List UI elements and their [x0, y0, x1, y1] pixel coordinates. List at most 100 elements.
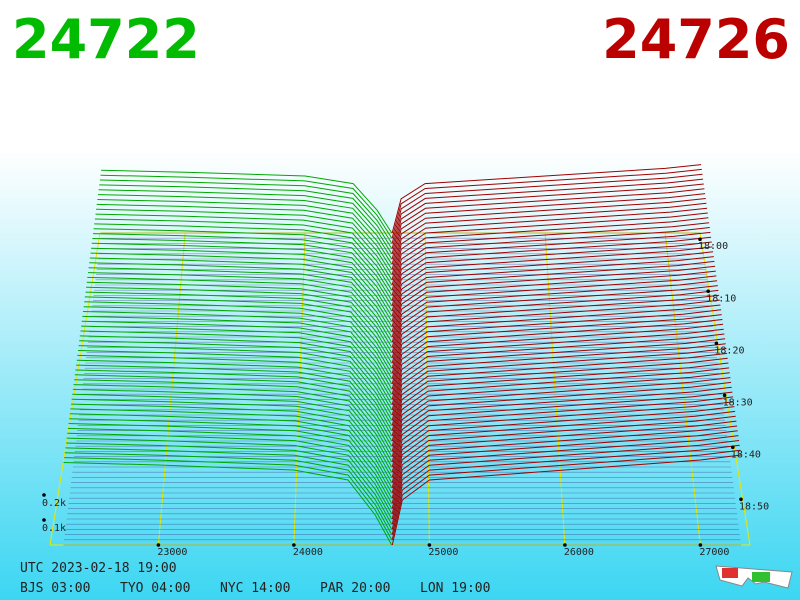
depth-line [391, 188, 705, 260]
depth-line [92, 233, 393, 301]
depth-line [391, 357, 728, 442]
depth-line [391, 386, 732, 473]
y-tick-label: 0.2k [42, 498, 66, 509]
depth-line [391, 396, 734, 483]
frame [699, 232, 751, 546]
depth-line [391, 338, 726, 421]
depth-line [69, 413, 393, 494]
depth-line [100, 174, 393, 239]
depth-line [391, 328, 724, 410]
time-tick-label: 18:10 [706, 293, 736, 304]
depth-line [69, 418, 393, 499]
depth-line [391, 241, 712, 317]
plot: 23000 24000 25000 26000 27000 0.1k 0.2k 18:00 18… [42, 164, 769, 558]
depth-line [91, 247, 393, 317]
depth-line [391, 260, 715, 338]
depth-line [391, 410, 736, 499]
time-tick-label: 18:30 [723, 397, 753, 408]
depth-line [391, 449, 741, 540]
depth-line [391, 401, 734, 488]
depth-line [391, 207, 708, 280]
depth-line [391, 352, 728, 436]
depth-line [91, 242, 393, 312]
depth-line [74, 379, 393, 457]
depth-line [79, 335, 393, 411]
depth-line [90, 252, 393, 322]
depth-line [82, 315, 393, 390]
depth-line [66, 437, 393, 520]
x-tick-label: 25000 [428, 547, 458, 558]
depth-line [391, 217, 709, 291]
depth-line [391, 420, 737, 509]
depth-line [81, 320, 393, 395]
time-zone: LON 19:00 [420, 581, 490, 596]
depth-line [391, 193, 706, 265]
depth-line [81, 325, 393, 400]
depth-line [391, 323, 724, 405]
depth-line [76, 364, 393, 442]
depth-line [76, 359, 393, 437]
depth-line [63, 462, 393, 546]
depth-line [72, 388, 393, 468]
y-tick-dot [42, 493, 46, 497]
depth-line [391, 309, 722, 390]
depth-line [86, 281, 393, 353]
time-tick-dot [739, 497, 743, 502]
glasses [715, 565, 793, 589]
depth-line [92, 238, 393, 307]
depth-line [86, 286, 393, 359]
x-tick-label: 26000 [564, 547, 594, 558]
depth-line [391, 381, 732, 468]
depth-line [391, 391, 733, 478]
depth-line [391, 367, 730, 452]
depth-line [94, 223, 393, 291]
depth-line [391, 251, 714, 327]
depth-line [391, 377, 731, 462]
time-tick-label: 18:50 [739, 501, 769, 512]
depth-line [391, 183, 704, 254]
depth-line [391, 168, 702, 239]
depth-line [77, 350, 393, 426]
time-tick-label: 18:40 [731, 449, 761, 460]
time-tick-dot [731, 445, 735, 450]
depth-line [391, 275, 717, 353]
time-tick-label: 18:20 [714, 345, 744, 356]
depth-line [99, 179, 393, 244]
depth-line [97, 194, 393, 260]
time-tick-dot [706, 289, 710, 294]
x-tick-label: 24000 [293, 547, 323, 558]
depth-line [391, 265, 716, 343]
depth-line [71, 403, 393, 483]
depth-line [99, 184, 393, 249]
depth-line [93, 228, 393, 296]
depth-line [391, 164, 702, 234]
depth-line [391, 227, 710, 301]
depth-line [391, 289, 719, 369]
depth-line [88, 267, 393, 338]
depth-line [96, 208, 393, 275]
depth-line [391, 333, 725, 416]
depth-line [73, 384, 393, 463]
depth-line [95, 213, 393, 281]
depth-line [391, 280, 718, 358]
depth-line [391, 406, 735, 494]
time-tick-label: 18:00 [698, 241, 728, 252]
depth-line [77, 354, 393, 431]
depth-line [391, 231, 711, 306]
time-tick-dot [714, 341, 719, 346]
y-tick-dot [42, 518, 46, 522]
depth-line [391, 435, 739, 525]
depth-line [89, 262, 393, 333]
depth-line [71, 398, 393, 478]
depth-line [391, 236, 712, 312]
depth-line [87, 276, 393, 348]
time-zone: PAR 20:00 [320, 581, 390, 596]
depth-line [75, 369, 393, 447]
depth-line [68, 423, 393, 504]
depth-line [391, 256, 714, 332]
depth-line [67, 427, 393, 509]
bid-price: 24722 [12, 8, 200, 71]
depth-line [391, 343, 726, 426]
